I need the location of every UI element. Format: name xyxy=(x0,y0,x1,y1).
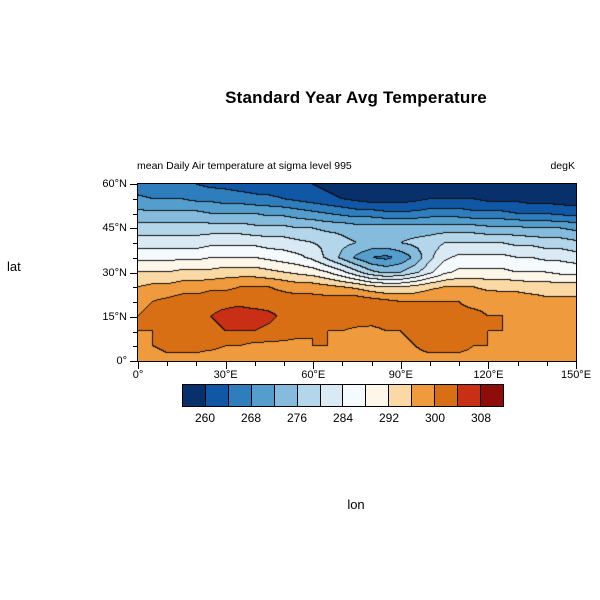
colorbar-tick-label: 300 xyxy=(424,411,446,425)
x-tick-label: 30°E xyxy=(213,369,238,381)
y-minor-tick xyxy=(133,331,137,333)
x-major-tick xyxy=(225,362,227,369)
x-tick-label: 90°E xyxy=(388,369,413,381)
x-minor-tick xyxy=(459,362,461,366)
plot-title: Standard Year Avg Temperature xyxy=(225,88,487,107)
colorbar-tick-label: 284 xyxy=(332,411,354,425)
plot-area: 0° 30°E 60°E 90°E 120°E 150°E 0° 15°N 30°N 45°N 60… xyxy=(102,178,591,381)
y-axis-title: lat xyxy=(7,259,21,274)
colorbar-box xyxy=(411,385,435,406)
y-minor-tick xyxy=(133,243,137,244)
colorbar-container: 260 268 276 284 292 300 308 xyxy=(182,384,504,425)
colorbar-tick-label: 268 xyxy=(240,411,262,425)
y-minor-tick xyxy=(133,257,137,259)
colorbar-box xyxy=(479,385,503,406)
colorbar-box xyxy=(273,385,297,406)
y-tick-label: 0° xyxy=(116,355,127,367)
x-minor-tick xyxy=(342,362,344,366)
colorbar-box xyxy=(388,385,412,406)
x-minor-tick xyxy=(429,362,431,366)
y-tick-label: 30°N xyxy=(102,266,127,279)
y-minor-tick xyxy=(133,287,137,289)
y-minor-tick xyxy=(133,302,137,303)
x-minor-tick xyxy=(167,362,169,366)
colorbar-tick-label: 292 xyxy=(378,411,400,425)
colorbar-box xyxy=(204,385,228,406)
x-tick-label: 120°E xyxy=(473,369,504,381)
colorbar-labels: 260 268 276 284 292 300 308 xyxy=(182,407,504,425)
y-tick-label: 15°N xyxy=(102,310,127,323)
x-major-tick xyxy=(576,362,577,369)
x-minor-tick xyxy=(517,362,519,366)
y-major-tick xyxy=(130,361,137,362)
colorbar-box xyxy=(365,385,389,406)
x-minor-tick xyxy=(371,362,373,366)
y-minor-tick xyxy=(133,198,137,200)
colorbar-tick-label: 308 xyxy=(470,411,491,425)
y-minor-tick xyxy=(133,213,137,215)
x-tick-label: 60°E xyxy=(301,369,326,381)
y-minor-tick xyxy=(133,346,137,348)
x-major-tick xyxy=(138,362,139,369)
colorbar-box xyxy=(342,385,366,406)
y-major-tick xyxy=(130,184,137,185)
x-major-tick xyxy=(400,362,402,369)
y-major-tick xyxy=(130,272,137,274)
x-minor-tick xyxy=(546,362,548,366)
x-tick-label: 0° xyxy=(132,369,144,381)
x-major-tick xyxy=(488,362,490,369)
x-minor-tick xyxy=(283,362,285,366)
colorbar-tick-label: 276 xyxy=(286,411,308,425)
left-subtitle: mean Daily Air temperature at sigma leve… xyxy=(137,160,352,172)
colorbar-tick-label: 260 xyxy=(194,411,216,425)
x-minor-tick xyxy=(196,362,198,366)
contour-plot-canvas xyxy=(138,184,576,361)
colorbar-box xyxy=(183,385,205,406)
y-tick-label: 60°N xyxy=(102,178,127,190)
y-tick-label: 45°N xyxy=(102,222,127,235)
x-minor-tick xyxy=(254,362,256,366)
colorbar-box xyxy=(296,385,320,406)
x-axis-title: lon xyxy=(347,497,365,512)
y-major-tick xyxy=(130,316,137,318)
x-tick-label: 150°E xyxy=(560,369,592,381)
right-subtitle: degK xyxy=(550,160,575,172)
colorbar-box xyxy=(457,385,480,406)
colorbar-box xyxy=(434,385,458,406)
colorbar-box xyxy=(319,385,343,406)
colorbar xyxy=(182,384,504,407)
y-major-tick xyxy=(130,228,137,230)
x-major-tick xyxy=(313,362,315,369)
colorbar-box xyxy=(250,385,274,406)
colorbar-box xyxy=(227,385,251,406)
